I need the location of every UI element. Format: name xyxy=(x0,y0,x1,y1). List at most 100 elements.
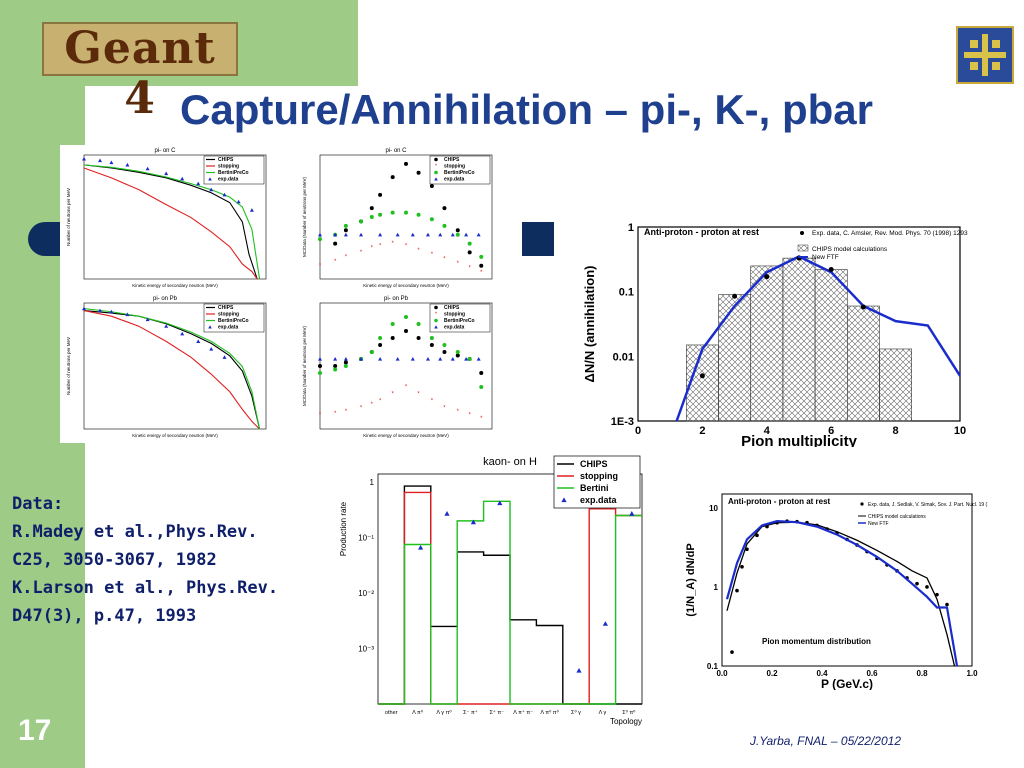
x-tick-label: 4 xyxy=(764,425,771,437)
data-point xyxy=(470,519,476,525)
chart-pi-pb-spectrum-panel: pi- on Pb Kinetic energy of secondary neu… xyxy=(60,293,272,443)
chart-subtitle: Pion momentum distribution xyxy=(762,637,871,646)
data-point xyxy=(369,215,374,219)
data-point xyxy=(442,223,447,228)
data-point xyxy=(464,232,469,237)
data-point: * xyxy=(392,241,395,247)
data-point xyxy=(318,232,322,237)
data-point: * xyxy=(360,250,363,256)
x-tick-label: Σ⁺ π⁻ xyxy=(490,709,505,716)
legend-entry: Exp. data, J. Sedlak, V. Simak, Sov. J. … xyxy=(868,502,988,508)
data-point xyxy=(479,385,484,389)
data-point: * xyxy=(468,266,471,272)
legend-entry: CHIPS xyxy=(444,157,460,163)
y-axis-label: Production rate xyxy=(339,501,348,556)
x-axis-label: Pion multiplicity xyxy=(741,433,857,447)
data-point xyxy=(450,357,455,361)
x-axis-label: Kinetic energy of secondary neutron (MeV… xyxy=(363,433,449,438)
data-point xyxy=(208,177,212,181)
legend-entry: New FTF xyxy=(812,254,839,261)
data-point: * xyxy=(379,243,382,249)
histogram-bar xyxy=(718,294,752,422)
data-point xyxy=(333,241,338,246)
data-point xyxy=(455,232,460,237)
navy-accent-left xyxy=(28,222,62,256)
data-point xyxy=(125,162,130,167)
data-point xyxy=(343,364,348,368)
legend-marker xyxy=(860,502,864,506)
data-point xyxy=(410,232,415,237)
data-point xyxy=(915,581,919,586)
exp-point xyxy=(732,293,738,299)
plot-frame xyxy=(83,154,267,280)
data-point xyxy=(602,621,608,626)
data-point xyxy=(416,336,421,340)
data-point xyxy=(222,355,227,359)
data-point xyxy=(434,325,438,329)
data-point xyxy=(125,312,130,317)
chart-kaon-h-panel: kaon- on H Topology Production rate other Λ … xyxy=(336,452,646,730)
x-tick-label: 0.0 xyxy=(716,669,728,678)
data-point xyxy=(404,161,408,166)
data-point xyxy=(196,339,201,343)
data-point xyxy=(333,357,338,361)
legend-entry: stopping xyxy=(444,312,465,318)
data-point xyxy=(390,210,395,215)
x-tick-label: 2 xyxy=(699,425,705,437)
data-point xyxy=(418,544,424,550)
data-references: Data: R.Madey et al.,Phys.Rev. C25, 3050… xyxy=(12,490,322,630)
histogram-bar xyxy=(846,305,880,422)
chart-pi-pb-ratio-panel: pi- on Pb Kinetic energy of secondary neu… xyxy=(298,293,498,443)
legend-box xyxy=(203,155,265,185)
legend-box xyxy=(429,303,491,333)
x-tick-label: Σ⁰ γ xyxy=(571,709,581,716)
y-axis-label: (1/N_A) dN/dP xyxy=(685,543,697,616)
legend-entry: BertiniPreCo xyxy=(444,318,475,324)
data-point xyxy=(395,232,400,237)
data-point: * xyxy=(431,399,434,405)
x-tick-label: Λ γ xyxy=(599,710,607,716)
data-point: * xyxy=(405,385,408,391)
x-tick-label: 1.0 xyxy=(966,669,978,678)
plot-frame xyxy=(83,302,267,430)
geant4-logo: Geant 4 xyxy=(42,22,238,124)
data-point xyxy=(196,181,201,186)
ftf-line xyxy=(675,255,962,422)
data-point: * xyxy=(417,248,420,254)
chart-title: Anti-proton - proton at rest xyxy=(728,497,831,506)
data-point: * xyxy=(334,411,337,417)
legend-entry: CHIPS xyxy=(580,459,608,469)
data-point xyxy=(343,228,348,233)
series-line xyxy=(83,310,260,430)
data-point xyxy=(145,166,150,171)
data-point xyxy=(416,170,421,175)
chart-title: Anti-proton - proton at rest xyxy=(644,227,759,237)
data-point xyxy=(467,241,472,246)
data-point xyxy=(455,353,460,358)
chart-pbar-multiplicity-panel: 1E-3 0.01 0.1 1 0 2 4 6 8 10 Pion multiplicity ΔN/N… xyxy=(570,215,970,450)
data-point xyxy=(318,237,322,242)
legend-marker xyxy=(797,244,809,252)
legend-entry: CHIPS xyxy=(218,305,234,311)
data-point xyxy=(318,364,322,368)
histogram-bar xyxy=(814,269,848,422)
data-point xyxy=(479,371,484,375)
data-point xyxy=(434,170,438,175)
data-point xyxy=(378,357,383,361)
data-point xyxy=(82,306,86,311)
data-point: * xyxy=(392,392,395,398)
data-point xyxy=(208,325,212,329)
data-point xyxy=(359,232,364,237)
histogram-bar xyxy=(750,265,784,422)
data-point xyxy=(82,156,86,161)
series-line xyxy=(83,310,261,430)
x-axis-label: Kinetic energy of secondary neutron (MeV… xyxy=(132,283,218,288)
data-point xyxy=(429,217,434,222)
fermilab-logo-icon xyxy=(956,26,1014,84)
legend-entry: Bertini xyxy=(580,483,609,493)
x-tick-label: 0 xyxy=(635,425,641,437)
data-point xyxy=(98,308,103,313)
plot-frame xyxy=(319,154,493,280)
data-point: * xyxy=(457,261,460,267)
data-point xyxy=(109,160,114,165)
